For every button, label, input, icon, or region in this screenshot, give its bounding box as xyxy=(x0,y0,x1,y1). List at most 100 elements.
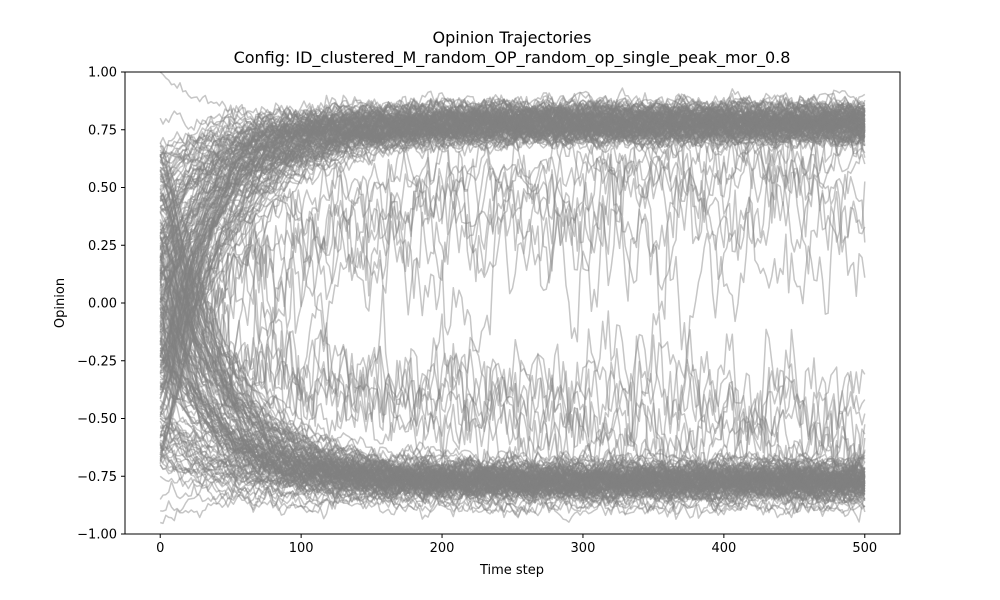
opinion-trajectory-line xyxy=(159,358,866,504)
opinion-trajectory-line xyxy=(160,322,866,504)
opinion-trajectory-line xyxy=(159,116,865,284)
opinion-trajectory-line xyxy=(159,97,866,297)
opinion-trajectory-line xyxy=(159,93,866,367)
opinion-trajectory-line xyxy=(159,112,866,372)
opinion-trajectory-line xyxy=(159,127,866,323)
opinion-trajectory-line xyxy=(159,104,866,439)
x-tick-label: 400 xyxy=(711,541,736,556)
opinion-trajectory-line xyxy=(159,128,866,266)
opinion-trajectory-line xyxy=(159,472,866,525)
opinion-trajectory-line xyxy=(160,108,866,239)
opinion-trajectory-line xyxy=(159,107,866,465)
opinion-trajectory-line xyxy=(159,265,866,503)
opinion-trajectory-line xyxy=(159,125,866,276)
opinion-trajectory-line xyxy=(159,111,866,358)
opinion-trajectory-line xyxy=(159,161,866,496)
opinion-trajectory-line xyxy=(159,96,866,194)
opinion-trajectory-line xyxy=(159,112,866,320)
x-tick-label: 300 xyxy=(571,541,596,556)
opinion-trajectory-line xyxy=(159,116,866,295)
opinion-trajectory-line xyxy=(159,338,866,486)
chart-title: Opinion Trajectories xyxy=(433,28,592,47)
opinion-trajectory-line xyxy=(159,457,866,523)
opinion-trajectory-line xyxy=(159,112,866,234)
y-tick-label: 0.75 xyxy=(88,123,117,138)
opinion-trajectory-line xyxy=(159,195,866,498)
opinion-trajectory-line xyxy=(159,102,866,275)
plot-background xyxy=(125,72,900,534)
opinion-trajectory-line xyxy=(159,112,866,458)
opinion-trajectory-line xyxy=(159,119,866,450)
opinion-trajectory-line xyxy=(159,339,865,496)
opinion-trajectory-line xyxy=(159,460,865,491)
opinion-trajectory-line xyxy=(159,111,866,410)
opinion-trajectory-line xyxy=(159,92,866,179)
opinion-trajectory-line xyxy=(160,116,866,248)
opinion-trajectory-line xyxy=(159,261,866,500)
opinion-trajectory-line xyxy=(159,119,866,258)
y-tick-label: 0.25 xyxy=(88,239,117,254)
opinion-trajectory-line xyxy=(160,105,866,286)
opinion-trajectory-line xyxy=(159,98,866,391)
opinion-trajectory-line xyxy=(159,357,865,490)
opinion-trajectory-line xyxy=(159,72,866,137)
opinion-trajectory-line xyxy=(160,115,866,387)
opinion-trajectory-line xyxy=(160,451,866,513)
opinion-trajectory-line xyxy=(159,111,866,418)
opinion-trajectory-line xyxy=(159,197,866,490)
y-tick-label: −0.25 xyxy=(77,354,117,369)
opinion-trajectory-line xyxy=(159,219,866,499)
opinion-trajectory-line xyxy=(159,108,866,246)
opinion-trajectory-line xyxy=(159,258,866,474)
opinion-trajectory-line xyxy=(159,114,866,176)
opinion-trajectory-line xyxy=(159,98,866,362)
opinion-trajectory-line xyxy=(159,320,866,497)
opinion-trajectory-line xyxy=(159,103,866,304)
opinion-trajectory-line xyxy=(159,106,865,332)
y-tick-label: 1.00 xyxy=(88,66,117,81)
y-tick-label: 0.50 xyxy=(88,181,117,196)
opinion-trajectory-line xyxy=(159,87,866,257)
opinion-trajectory-line xyxy=(159,92,866,262)
opinion-trajectory-line xyxy=(159,111,866,370)
opinion-trajectory-line xyxy=(159,111,865,190)
opinion-trajectory-line xyxy=(159,116,866,303)
opinion-trajectory-line xyxy=(159,124,866,373)
opinion-trajectory-line xyxy=(159,110,866,251)
opinion-trajectory-line xyxy=(159,145,866,506)
opinion-trajectory-line xyxy=(159,417,866,486)
opinion-trajectory-line xyxy=(159,103,866,158)
y-tick-label: −1.00 xyxy=(77,528,117,543)
opinion-trajectory-line xyxy=(159,169,866,364)
opinion-trajectory-line xyxy=(159,166,866,490)
opinion-trajectory-line xyxy=(159,287,866,462)
opinion-trajectory-line xyxy=(159,123,866,296)
opinion-trajectory-line xyxy=(159,92,866,416)
opinion-trajectory-line xyxy=(159,113,866,160)
opinion-trajectory-line xyxy=(159,477,866,516)
chart-subtitle: Config: ID_clustered_M_random_OP_random_… xyxy=(234,48,791,68)
opinion-trajectory-line xyxy=(159,107,866,231)
opinion-trajectory-line xyxy=(159,114,866,366)
opinion-trajectory-line xyxy=(159,103,866,234)
opinion-trajectory-line xyxy=(160,425,865,495)
opinion-trajectory-line xyxy=(159,125,866,250)
opinion-trajectory-line xyxy=(160,379,866,498)
opinion-trajectory-line xyxy=(160,110,866,374)
opinion-trajectory-line xyxy=(159,104,866,213)
opinion-trajectory-line xyxy=(159,103,866,209)
opinion-trajectory-line xyxy=(159,110,866,280)
opinion-trajectory-line xyxy=(159,319,866,480)
opinion-trajectory-line xyxy=(159,105,866,416)
opinion-trajectory-line xyxy=(159,212,866,497)
opinion-trajectory-line xyxy=(159,188,866,494)
opinion-trajectory-line xyxy=(159,114,865,343)
opinion-trajectory-line xyxy=(159,301,866,488)
opinion-trajectory-line xyxy=(159,148,866,359)
opinion-trajectory-line xyxy=(159,115,865,446)
opinion-trajectory-line xyxy=(159,192,866,488)
opinion-trajectory-line xyxy=(159,183,866,486)
opinion-trajectory-line xyxy=(160,102,866,296)
opinion-trajectory-line xyxy=(159,237,866,494)
